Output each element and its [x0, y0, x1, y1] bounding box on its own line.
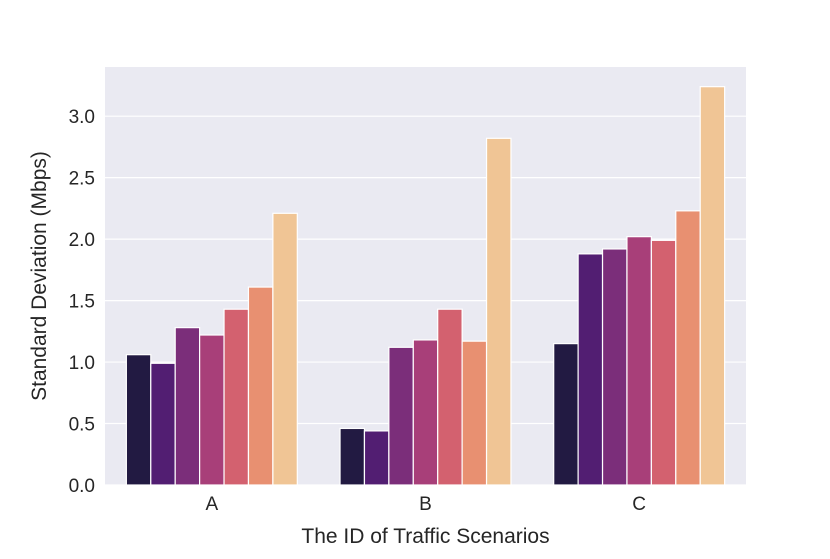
- y-tick-label: 2.5: [69, 169, 95, 190]
- bar-C-series-2: [577, 253, 604, 486]
- y-tick-label: 0.5: [69, 415, 95, 436]
- y-axis-label: Standard Deviation (Mbps): [28, 151, 51, 401]
- bar-C-series-3: [601, 248, 628, 486]
- bar-B-series-1: [339, 427, 366, 486]
- bar-B-series-4: [412, 339, 439, 486]
- bar-A-series-3: [174, 327, 201, 486]
- bar-C-series-6: [675, 210, 701, 486]
- y-tick-label: 2.0: [69, 230, 95, 251]
- bars: [125, 86, 726, 486]
- bar-B-series-3: [388, 346, 414, 486]
- y-axis-ticks: 0.0 0.5 1.0 1.5 2.0 2.5 3.0: [69, 107, 95, 497]
- bar-A-series-6: [247, 286, 274, 486]
- bar-A-series-4: [199, 334, 225, 486]
- bar-C-series-7: [699, 86, 726, 486]
- bar-A-series-2: [150, 362, 176, 486]
- bar-B-series-6: [461, 340, 488, 486]
- bar-B-series-5: [437, 308, 463, 486]
- y-tick-label: 1.5: [69, 292, 95, 313]
- bar-B-series-7: [485, 137, 512, 486]
- x-axis-label: The ID of Traffic Scenarios: [301, 525, 549, 548]
- x-tick-label: A: [205, 494, 218, 515]
- bar-C-series-4: [626, 236, 652, 486]
- y-tick-label: 0.0: [69, 476, 95, 497]
- bar-A-series-7: [272, 212, 298, 486]
- bar-C-series-5: [650, 239, 677, 486]
- bar-B-series-2: [363, 430, 390, 486]
- y-tick-label: 1.0: [69, 353, 95, 374]
- y-tick-label: 3.0: [69, 107, 95, 128]
- bar-A-series-1: [125, 354, 152, 486]
- bar-C-series-1: [553, 343, 579, 486]
- x-axis-ticks: A B C: [205, 494, 646, 515]
- x-tick-label: B: [419, 494, 432, 515]
- bar-A-series-5: [223, 308, 250, 486]
- x-tick-label: C: [632, 494, 646, 515]
